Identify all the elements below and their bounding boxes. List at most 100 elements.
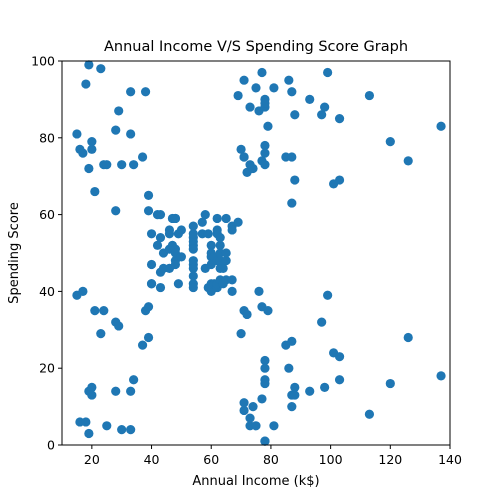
data-point xyxy=(155,233,166,243)
data-point xyxy=(385,137,395,147)
data-point xyxy=(137,340,148,350)
data-point xyxy=(99,306,109,316)
data-point xyxy=(287,152,297,162)
data-point xyxy=(403,332,413,343)
data-point xyxy=(111,206,121,216)
data-point xyxy=(206,240,216,250)
data-point xyxy=(84,428,94,439)
data-point xyxy=(143,206,154,216)
data-point xyxy=(260,160,270,170)
x-tick-label: 80 xyxy=(263,452,279,467)
data-point xyxy=(287,198,297,208)
data-point xyxy=(143,302,154,312)
data-point xyxy=(90,186,100,197)
x-tick-label: 60 xyxy=(203,452,219,467)
chart-title: Annual Income V/S Spending Score Graph xyxy=(104,39,408,55)
x-tick-label: 120 xyxy=(378,452,402,467)
data-point xyxy=(305,386,315,396)
data-point xyxy=(81,79,91,89)
data-point xyxy=(114,106,124,116)
data-point xyxy=(84,60,94,70)
x-tick-label: 140 xyxy=(438,452,462,467)
data-point xyxy=(126,129,136,139)
data-point xyxy=(78,286,88,296)
data-point xyxy=(90,306,100,316)
data-point xyxy=(436,371,446,381)
data-point xyxy=(117,160,127,170)
data-point xyxy=(188,256,198,266)
data-point xyxy=(146,279,157,289)
data-point xyxy=(188,282,198,293)
y-axis-label: Spending Score xyxy=(7,202,22,304)
data-point xyxy=(385,378,395,389)
data-point xyxy=(218,263,228,273)
data-point xyxy=(251,83,261,93)
data-point xyxy=(129,160,139,170)
data-point xyxy=(233,90,243,101)
data-point xyxy=(87,144,97,154)
data-point xyxy=(260,140,270,151)
y-tick-label: 20 xyxy=(39,361,55,376)
data-point xyxy=(239,152,249,162)
data-point xyxy=(126,386,136,396)
data-point xyxy=(126,87,136,97)
data-point xyxy=(173,279,183,289)
data-point xyxy=(257,394,267,404)
data-point xyxy=(111,125,121,135)
data-point xyxy=(197,217,207,227)
data-point xyxy=(284,75,294,85)
data-point xyxy=(87,382,97,392)
data-point xyxy=(170,259,181,270)
data-point xyxy=(137,152,148,162)
data-point xyxy=(155,210,166,220)
data-point xyxy=(215,233,225,243)
data-point xyxy=(102,421,112,431)
data-point xyxy=(236,144,246,154)
data-point xyxy=(287,87,297,97)
data-point xyxy=(96,329,106,339)
data-point xyxy=(221,248,231,258)
data-point xyxy=(215,240,225,250)
data-point xyxy=(78,148,88,158)
x-axis-label: Annual Income (k$) xyxy=(192,474,319,489)
data-point xyxy=(221,213,231,224)
data-point xyxy=(140,87,151,97)
data-point xyxy=(287,336,297,346)
data-point xyxy=(72,129,82,139)
data-point xyxy=(143,332,154,343)
y-tick-label: 100 xyxy=(31,54,55,69)
data-point xyxy=(87,390,97,400)
data-point xyxy=(251,421,261,431)
data-point xyxy=(102,160,112,170)
data-point xyxy=(221,256,231,266)
data-point xyxy=(364,409,375,419)
data-point xyxy=(403,156,413,166)
data-point xyxy=(146,229,157,239)
data-point xyxy=(248,163,258,174)
data-point xyxy=(129,375,139,385)
data-point xyxy=(176,225,186,235)
data-point xyxy=(245,413,255,423)
data-point xyxy=(170,213,181,224)
data-point xyxy=(212,225,222,235)
ticks-layer: 20 40 60 80 100 120 140 0 20 40 60 80 100 xyxy=(31,54,462,468)
data-point xyxy=(111,386,121,396)
data-point xyxy=(260,378,270,389)
data-point xyxy=(200,210,210,220)
data-point xyxy=(323,67,333,78)
data-point xyxy=(188,263,198,273)
data-point xyxy=(334,352,345,362)
data-point xyxy=(242,309,252,320)
data-point xyxy=(334,114,345,124)
data-point xyxy=(236,329,246,339)
data-point xyxy=(269,421,279,431)
data-point xyxy=(152,240,163,250)
data-point xyxy=(233,217,243,227)
data-point xyxy=(245,102,255,112)
data-point xyxy=(284,363,294,373)
data-point xyxy=(305,94,315,104)
data-point xyxy=(81,417,91,427)
data-point xyxy=(239,405,249,416)
data-point xyxy=(260,355,270,366)
data-point xyxy=(320,102,330,112)
